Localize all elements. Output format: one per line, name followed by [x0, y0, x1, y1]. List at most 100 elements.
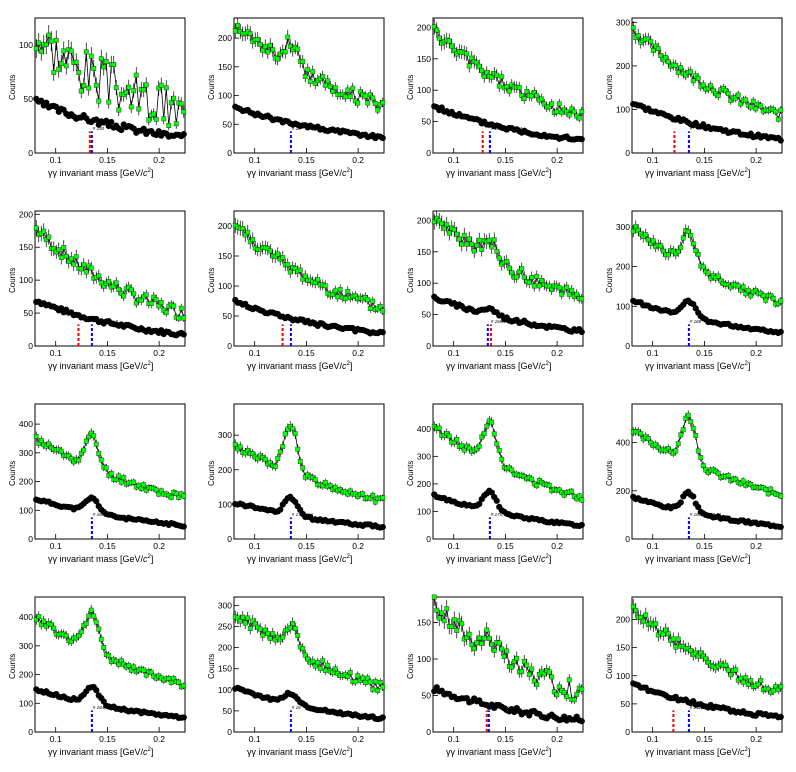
- signal-point: [332, 288, 338, 294]
- signal-point: [491, 648, 497, 653]
- signal-point: [579, 109, 585, 114]
- signal-point: [763, 486, 769, 492]
- signal-point: [297, 267, 303, 273]
- panel-label: # 154, ring # 21: [491, 126, 523, 131]
- signal-point: [68, 256, 74, 262]
- signal-point: [675, 441, 681, 447]
- signal-point: [459, 621, 465, 627]
- signal-point: [673, 448, 679, 454]
- signal-point: [280, 255, 286, 261]
- x-tick-label: 0.1: [448, 348, 460, 358]
- histogram-panel-12: 0 200 400 0.1 0.15 0.2 # 180, ring # 21 Counts γ…: [597, 386, 796, 579]
- signal-point: [33, 225, 39, 231]
- signal-point: [146, 117, 152, 123]
- signal-point: [292, 626, 298, 631]
- signal-point: [370, 298, 376, 304]
- signal-point: [466, 63, 472, 69]
- signal-point: [240, 614, 246, 620]
- signal-point: [539, 96, 545, 102]
- histogram-panel-7: 0 50 100 150 200 0.1 0.15 0.2 # 166, ring # 21 Co…: [398, 193, 597, 386]
- signal-point: [81, 83, 87, 88]
- x-tick-label: 0.2: [352, 155, 364, 165]
- panel-label: # 163, ring # 21: [292, 319, 324, 324]
- signal-point: [680, 235, 686, 241]
- signal-point: [322, 283, 328, 289]
- signal-point: [675, 249, 681, 254]
- signal-point: [51, 625, 57, 631]
- y-tick-label: 0: [625, 534, 630, 544]
- signal-point: [740, 284, 746, 290]
- signal-point: [449, 624, 455, 629]
- signal-point: [439, 220, 445, 226]
- y-tick-label: 100: [218, 91, 232, 101]
- histogram-panel-5: 0 50 100 150 200 0.1 0.15 0.2 # 162, ring # Count…: [0, 193, 199, 386]
- signal-point: [750, 98, 756, 104]
- y-tick-label: 300: [616, 17, 630, 27]
- signal-point: [708, 83, 714, 89]
- x-axis-title: γγ invariant mass [GeV/c2]: [48, 361, 154, 371]
- signal-point: [524, 89, 530, 94]
- signal-point: [474, 640, 480, 646]
- x-tick-label: 0.1: [249, 348, 261, 358]
- signal-point: [516, 85, 522, 90]
- signal-point: [73, 254, 79, 260]
- background-point: [93, 116, 100, 123]
- signal-point: [673, 644, 679, 650]
- x-tick-label: 0.1: [647, 348, 659, 358]
- signal-point: [168, 494, 174, 500]
- y-tick-label: 50: [223, 311, 233, 321]
- signal-point: [78, 88, 84, 94]
- signal-point: [322, 82, 328, 88]
- background-point: [379, 329, 386, 336]
- x-tick-label: 0.15: [99, 541, 116, 551]
- signal-point: [451, 617, 457, 623]
- panel-label: # 184, ring # 2: [93, 705, 122, 710]
- axes-frame: [432, 17, 584, 154]
- signal-point: [778, 107, 784, 113]
- signal-point: [496, 640, 502, 646]
- y-tick-label: 0: [28, 148, 33, 158]
- signal-point: [171, 303, 177, 309]
- signal-point: [700, 463, 706, 468]
- signal-point: [270, 47, 276, 53]
- signal-point: [630, 228, 636, 234]
- signal-point: [307, 79, 313, 84]
- signal-line: [35, 609, 184, 688]
- signal-point: [579, 497, 585, 503]
- signal-point: [526, 672, 532, 677]
- signal-point: [267, 42, 273, 48]
- signal-point: [678, 65, 684, 71]
- background-point: [677, 499, 684, 506]
- axes-frame: [34, 17, 186, 154]
- x-tick-label: 0.1: [448, 734, 460, 744]
- panel-label: # 20: [292, 126, 301, 131]
- x-tick-label: 0.15: [696, 541, 713, 551]
- histogram-panel-3: 0 50 100 150 200 0.1 0.15 0.2 # 154, ring # 21 Co…: [398, 0, 597, 193]
- signal-point: [688, 233, 694, 238]
- signal-line: [234, 426, 383, 503]
- signal-point: [531, 283, 537, 289]
- signal-point: [745, 287, 751, 293]
- signal-point: [141, 87, 147, 93]
- signal-point: [255, 36, 261, 42]
- panel-svg: 0 50 100 150 200 0.1 0.15 0.2 # 163, ring # 21: [218, 210, 386, 358]
- signal-point: [760, 293, 766, 299]
- signal-point: [481, 635, 487, 641]
- signal-point: [763, 297, 769, 303]
- signal-point: [245, 229, 251, 235]
- signal-point: [459, 241, 465, 247]
- signal-point: [748, 104, 754, 110]
- x-axis-title: γγ invariant mass [GeV/c2]: [645, 747, 751, 757]
- y-tick-label: 0: [426, 148, 431, 158]
- signal-point: [509, 270, 515, 276]
- y-tick-label: 100: [417, 85, 431, 95]
- y-tick-label: 300: [417, 451, 431, 461]
- signal-point: [372, 679, 378, 684]
- x-axis-title: γγ invariant mass [GeV/c2]: [446, 554, 552, 564]
- histogram-panel-2: 0 50 100 150 200 0.1 0.15 0.2 # 20 Counts γγ invar…: [199, 0, 398, 193]
- y-tick-label: 400: [417, 424, 431, 434]
- signal-point: [466, 236, 472, 242]
- y-tick-label: 250: [218, 622, 232, 632]
- background-point: [108, 118, 115, 126]
- signal-point: [380, 684, 386, 690]
